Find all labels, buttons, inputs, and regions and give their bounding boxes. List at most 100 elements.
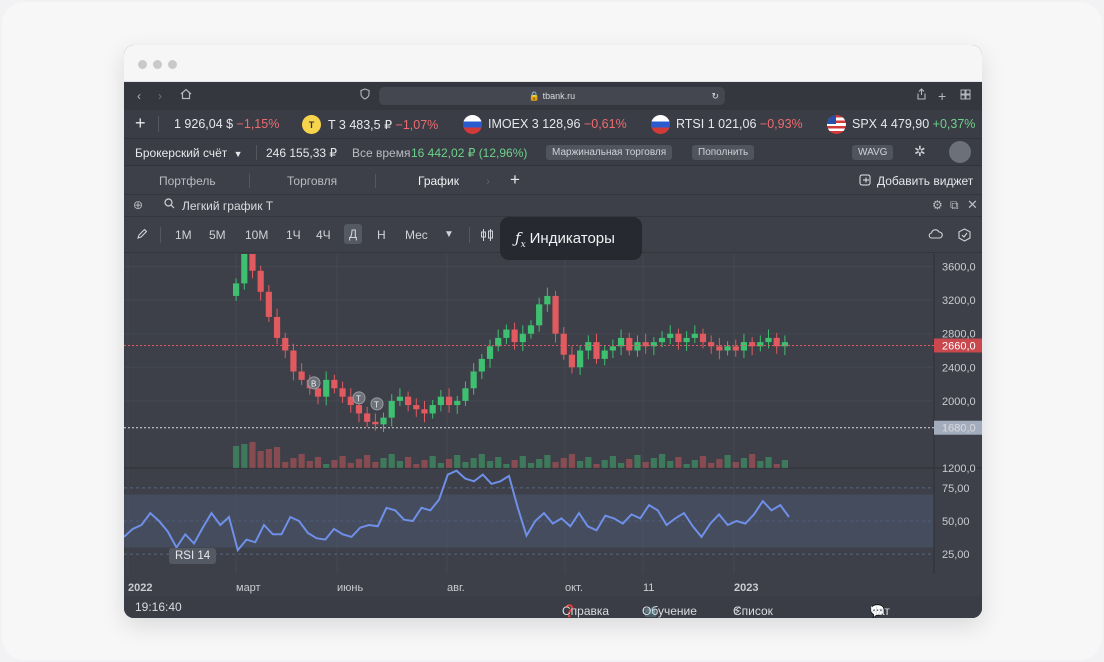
candle bbox=[667, 333, 674, 338]
y-tick-label: 2400,0 bbox=[942, 362, 976, 374]
volume-bar bbox=[314, 457, 322, 468]
link-plus-icon[interactable]: ⊕ bbox=[133, 198, 144, 212]
search-icon[interactable] bbox=[164, 198, 175, 212]
ticker-item[interactable]: 1 926,04 $ −1,15% bbox=[174, 117, 279, 131]
candle bbox=[486, 346, 494, 359]
theme-icon[interactable]: ✲ bbox=[914, 143, 926, 159]
share-icon[interactable] bbox=[916, 87, 927, 105]
timeframe-1h[interactable]: 1Ч bbox=[286, 228, 301, 242]
tab-portfolio[interactable]: Портфель bbox=[159, 174, 216, 188]
candle bbox=[511, 329, 518, 343]
workspace-tabs: Портфель Торговля График › + Добавить ви… bbox=[124, 166, 982, 195]
ticker-divider bbox=[158, 116, 159, 132]
volume-bar bbox=[486, 461, 494, 468]
margin-trading-button[interactable]: Маржинальная торговля bbox=[546, 145, 673, 160]
widget-title[interactable]: Легкий график Т bbox=[182, 199, 274, 213]
home-icon[interactable] bbox=[180, 87, 192, 105]
candle bbox=[421, 409, 428, 414]
candle bbox=[462, 388, 469, 401]
ticker-item[interactable]: T 3 483,5 ₽ −1,07% bbox=[328, 117, 438, 132]
rsi-label[interactable]: RSI 14 bbox=[169, 548, 217, 564]
timeframe-4h[interactable]: 4Ч bbox=[316, 228, 331, 242]
reload-icon[interactable]: ↻ bbox=[711, 91, 719, 101]
popout-icon[interactable]: ⧉ bbox=[950, 198, 959, 212]
candle bbox=[331, 379, 338, 389]
candle bbox=[585, 342, 592, 351]
candle bbox=[658, 337, 666, 343]
rsi-label-text: RSI 14 bbox=[175, 550, 211, 562]
volume-bar bbox=[364, 455, 371, 468]
window-close-dot[interactable] bbox=[138, 60, 147, 69]
indicators-tooltip[interactable]: ƒx Индикаторы bbox=[500, 217, 642, 260]
shield-check-icon[interactable] bbox=[958, 228, 971, 245]
tab-overview-icon[interactable] bbox=[960, 87, 971, 105]
timeframe-5m[interactable]: 5М bbox=[209, 228, 226, 242]
candle bbox=[290, 350, 297, 372]
candles-icon[interactable] bbox=[480, 228, 494, 245]
account-selector[interactable]: Брокерский счёт ▼ bbox=[135, 146, 243, 160]
rsi-line bbox=[124, 469, 790, 553]
indicators-label: Индикаторы bbox=[529, 230, 615, 247]
timeframe-month[interactable]: Мес bbox=[405, 228, 428, 242]
chart-area[interactable]: B T T 2660,0 1680,0 3600,0 3200,0 2800,0 2400,… bbox=[124, 245, 982, 618]
learn-label: Обучение bbox=[642, 604, 697, 618]
volume-bar bbox=[708, 463, 715, 468]
window-minimize-dot[interactable] bbox=[153, 60, 162, 69]
close-widget-icon[interactable]: ✕ bbox=[967, 197, 978, 212]
wavg-button[interactable]: WAVG bbox=[852, 145, 894, 160]
candle bbox=[765, 337, 772, 343]
timeframe-week[interactable]: Н bbox=[377, 228, 386, 242]
candle bbox=[445, 396, 453, 406]
candle bbox=[273, 316, 281, 338]
candle bbox=[388, 400, 395, 418]
browser-window: ‹ › 🔒 tbank.ru ↻ + + 1 926,04 $ −1,15% T bbox=[124, 45, 982, 618]
candle bbox=[749, 342, 756, 347]
price-chart[interactable]: B T T 2660,0 1680,0 3600,0 3200,0 2800,0 2400,… bbox=[124, 245, 982, 618]
add-tab-icon[interactable]: + bbox=[510, 170, 520, 189]
trade-marker bbox=[307, 376, 321, 390]
cloud-icon[interactable] bbox=[928, 228, 943, 242]
y-tick-label: 1200,0 bbox=[942, 463, 976, 475]
timeframe-day[interactable]: Д bbox=[344, 224, 363, 244]
candle bbox=[740, 342, 748, 351]
back-icon[interactable]: ‹ bbox=[137, 89, 141, 103]
ticker-item[interactable]: SPX 4 479,90 +0,37% bbox=[852, 117, 975, 131]
tab-chart[interactable]: График bbox=[418, 174, 459, 188]
candle bbox=[355, 405, 363, 414]
new-tab-icon[interactable]: + bbox=[938, 88, 947, 104]
privacy-shield-icon[interactable] bbox=[360, 87, 370, 105]
timeframe-10m[interactable]: 10М bbox=[245, 228, 269, 242]
volume-bar bbox=[536, 459, 543, 468]
chevron-down-icon[interactable]: ▼ bbox=[444, 229, 454, 240]
avatar[interactable] bbox=[949, 141, 971, 163]
top-up-button[interactable]: Пополнить bbox=[692, 145, 755, 160]
settings-gear-icon[interactable]: ⚙ bbox=[932, 198, 943, 212]
candle bbox=[249, 254, 256, 271]
window-zoom-dot[interactable] bbox=[168, 60, 177, 69]
address-bar[interactable]: 🔒 tbank.ru ↻ bbox=[379, 87, 725, 105]
ticker-strip: + 1 926,04 $ −1,15% T T 3 483,5 ₽ −1,07%… bbox=[124, 110, 982, 139]
candle bbox=[454, 400, 461, 406]
add-ticker-icon[interactable]: + bbox=[135, 113, 146, 133]
timeframe-1m[interactable]: 1М bbox=[175, 228, 192, 242]
ticker-item[interactable]: RTSI 1 021,06 −0,93% bbox=[676, 117, 803, 131]
candle bbox=[405, 396, 412, 406]
volume-bar bbox=[478, 454, 485, 468]
ticker-item[interactable]: IMOEX 3 128,96 −0,61% bbox=[488, 117, 627, 131]
period-label[interactable]: Все время bbox=[352, 146, 411, 160]
rsi-tick-label: 50,00 bbox=[942, 516, 970, 528]
volume-bar bbox=[675, 457, 682, 468]
volume-bar bbox=[257, 451, 264, 468]
ticker-name: IMOEX bbox=[488, 117, 529, 131]
volume-bar bbox=[495, 457, 502, 468]
forward-icon[interactable]: › bbox=[158, 89, 162, 103]
volume-bar bbox=[724, 455, 731, 468]
volume-bar bbox=[265, 449, 272, 468]
last-price-badge bbox=[934, 338, 982, 353]
pencil-icon[interactable] bbox=[136, 228, 148, 243]
account-bar: Брокерский счёт ▼ 246 155,33 ₽ Все время… bbox=[124, 139, 982, 166]
volume-bar bbox=[282, 462, 289, 468]
tab-trading[interactable]: Торговля bbox=[287, 174, 338, 188]
add-widget-button[interactable]: Добавить виджет bbox=[859, 174, 973, 188]
candle bbox=[298, 371, 305, 380]
